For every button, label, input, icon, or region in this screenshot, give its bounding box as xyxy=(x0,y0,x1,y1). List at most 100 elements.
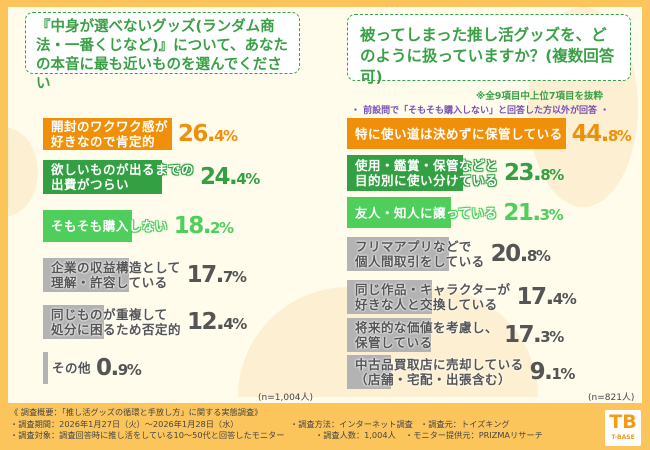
value-label: 20.8% xyxy=(490,241,551,267)
value-integer: 17. xyxy=(186,262,225,288)
bar-row: 同じものが重複して 処分に困るため否定的 12.4% xyxy=(43,305,323,339)
left-question-box: 『中身が選べないグッズ(ランダム商法・一番くじなど)』について、あなたの本音に最… xyxy=(25,12,300,92)
bar-label: 同じものが重複して 処分に困るため否定的 xyxy=(51,307,181,337)
value-integer: 21. xyxy=(503,199,541,226)
right-question-box: 被ってしまった推し活グッズを、どのように扱っていますか？(複数回答可) xyxy=(347,14,631,86)
bar-label-line: 目的別に使い分けている xyxy=(355,173,499,188)
bar-row: その他 0.9% xyxy=(43,352,323,384)
bar xyxy=(43,352,48,384)
value-label: 21.3% xyxy=(503,199,563,226)
t-base-logo: TB T-BASE xyxy=(605,410,641,446)
bar-label: 使用・鑑賞・保管などと 目的別に使い分けている xyxy=(355,158,498,188)
bar-label-line: （店舗・宅配・出張含む） xyxy=(355,372,512,387)
bar-label-line: 欲しいものが出るまでの xyxy=(51,162,195,177)
value-decimal: 2% xyxy=(210,219,234,237)
value-label: 44.8% xyxy=(571,120,632,147)
bar-label: その他 xyxy=(52,361,91,376)
bar xyxy=(347,237,449,271)
bar-label-line: 好きなので肯定的 xyxy=(51,134,156,149)
logo-text: T-BASE xyxy=(611,434,635,441)
excerpt-note: ※全9項目中上位7項目を抜粋 xyxy=(476,91,603,102)
bar-label: 企業の収益構造として 理解・許容している xyxy=(51,260,181,290)
value-label: 9.1% xyxy=(529,359,576,385)
bar-row: 使用・鑑賞・保管などと 目的別に使い分けている 23.8% xyxy=(347,155,627,191)
value-decimal: 7% xyxy=(222,268,247,286)
value-integer: 23. xyxy=(504,160,542,186)
bar-label-line: 好きな人と交換している xyxy=(355,297,498,312)
decor-shape xyxy=(8,127,38,217)
bar-label-line: 個人間取引をしている xyxy=(355,254,485,269)
bar xyxy=(347,318,432,352)
bar-label-line: その他 xyxy=(52,360,92,376)
bar-row: 開封のワクワク感が 好きなので肯定的 26.4% xyxy=(43,118,323,150)
bar-label-line: そもそも購入しない xyxy=(51,218,168,234)
value-integer: 18. xyxy=(173,213,212,239)
infographic-panel: 『中身が選べないグッズ(ランダム商法・一番くじなど)』について、あなたの本音に最… xyxy=(8,7,642,403)
bar-row: 同じ作品・キャラクターが 好きな人と交換している 17.4% xyxy=(347,280,627,314)
value-label: 26.4% xyxy=(178,121,238,147)
value-integer: 12. xyxy=(187,309,225,335)
bar-label-line: 同じ作品・キャラクターが xyxy=(355,282,511,297)
survey-period: ・調査期間：2026年1月27日（火）～2026年1月28日（水） xyxy=(10,418,239,429)
value-integer: 17. xyxy=(504,322,542,348)
bar xyxy=(347,197,451,228)
bar-row: 将来的な価値を考慮し、 保管している 17.3% xyxy=(347,318,627,352)
left-sample-size: (n=1,004人) xyxy=(258,393,314,403)
bar-label-line: 将来的な価値を考慮し、 xyxy=(355,320,499,335)
bar-label: そもそも購入しない xyxy=(51,219,168,234)
value-integer: 44. xyxy=(571,120,610,147)
value-decimal: 8% xyxy=(526,247,551,265)
value-decimal: 4% xyxy=(236,170,260,188)
bar xyxy=(347,355,392,389)
bar-label: 特に使い道は決めずに保管している xyxy=(355,126,563,141)
right-sample-size: (n=821人) xyxy=(588,393,635,403)
value-decimal: 1% xyxy=(551,365,575,383)
bar-row: 企業の収益構造として 理解・許容している 17.7% xyxy=(43,258,323,292)
value-decimal: 4% xyxy=(552,290,577,308)
value-decimal: 3% xyxy=(540,328,564,346)
logo-mark: TB xyxy=(609,411,637,433)
value-label: 23.8% xyxy=(504,160,564,186)
bar-label: 将来的な価値を考慮し、 保管している xyxy=(355,320,498,350)
value-integer: 9. xyxy=(529,359,553,385)
survey-summary: 《 調査概要：「推し活グッズの循環と手放し方」に関する実態調査》 ・調査期間：2… xyxy=(10,407,543,442)
survey-count: ・調査人数：1,004人 xyxy=(315,430,396,440)
bar xyxy=(43,118,172,150)
value-label: 24.4% xyxy=(200,164,260,190)
value-label: 12.4% xyxy=(187,309,247,335)
bar xyxy=(43,210,132,242)
survey-method: ・調査方法：インターネット調査 xyxy=(290,418,413,429)
bar-label-line: フリマアプリなどで xyxy=(355,239,472,254)
bar-label: 欲しいものが出るまでの 出費がつらい xyxy=(51,162,194,192)
value-integer: 24. xyxy=(200,164,238,190)
value-decimal: 8% xyxy=(607,126,632,145)
survey-title: 《 調査概要：「推し活グッズの循環と手放し方」に関する実態調査》 xyxy=(10,407,263,417)
left-question: 『中身が選べないグッズ(ランダム商法・一番くじなど)』について、あなたの本音に最… xyxy=(36,19,288,92)
bar-label-line: 同じものが重複して xyxy=(51,307,168,322)
value-decimal: 4% xyxy=(214,127,238,145)
bar xyxy=(347,155,464,191)
bar-label-line: 友人・知人に譲っている xyxy=(355,205,498,220)
bar-row: そもそも購入しない 18.2% xyxy=(43,210,323,242)
value-label: 18.2% xyxy=(173,213,234,239)
bar-label-line: 中古品買取店に売却している xyxy=(355,357,524,372)
value-decimal: 9% xyxy=(117,361,142,379)
bar xyxy=(43,258,130,292)
bar xyxy=(347,118,566,149)
bar-label-line: 理解・許容している xyxy=(51,275,168,290)
value-decimal: 4% xyxy=(223,315,247,333)
value-decimal: 8% xyxy=(540,166,564,184)
survey-target: ・調査対象：調査回答時に推し活をしている10～50代と回答したモニター xyxy=(10,430,285,440)
bar-row: 欲しいものが出るまでの 出費がつらい 24.4% xyxy=(43,160,323,194)
bar-row: 友人・知人に譲っている 21.3% xyxy=(347,197,627,228)
bar-row: フリマアプリなどで 個人間取引をしている 20.8% xyxy=(347,237,627,271)
bar-label-line: 開封のワクワク感が xyxy=(51,119,169,134)
value-label: 17.3% xyxy=(504,322,564,348)
value-integer: 20. xyxy=(490,241,529,267)
bar xyxy=(43,160,163,194)
bar-label-line: 特に使い道は決めずに保管している xyxy=(355,126,563,141)
bar-label-line: 保管している xyxy=(355,335,433,350)
bar-label: 友人・知人に譲っている xyxy=(355,205,497,220)
bar xyxy=(43,305,104,339)
value-label: 17.4% xyxy=(517,284,577,310)
